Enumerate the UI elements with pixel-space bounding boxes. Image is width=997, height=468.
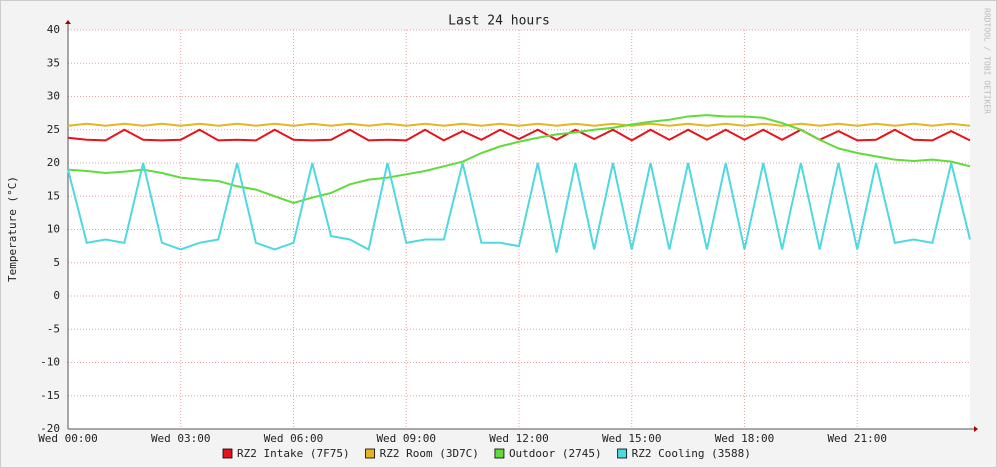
y-tick-label: 15	[47, 189, 60, 202]
y-tick-label: 40	[47, 23, 60, 36]
y-tick-label: -5	[47, 322, 60, 335]
legend-swatch	[617, 448, 628, 459]
legend-swatch	[222, 448, 233, 459]
legend-swatch	[494, 448, 505, 459]
y-axis-label: Temperature (°C)	[6, 176, 19, 282]
x-tick-label: Wed 18:00	[715, 432, 775, 445]
series-line	[67, 162, 971, 253]
y-tick-label: 10	[47, 223, 60, 236]
y-tick-label: 0	[53, 289, 60, 302]
y-tick-label: 5	[53, 256, 60, 269]
x-tick-label: Wed 12:00	[489, 432, 549, 445]
legend-label: Outdoor (2745)	[509, 447, 602, 460]
y-tick-label: -20	[40, 422, 60, 435]
y-tick-label: 30	[47, 90, 60, 103]
x-tick-label: Wed 21:00	[827, 432, 887, 445]
y-tick-label: 25	[47, 123, 60, 136]
series-line	[67, 122, 971, 127]
chart-title: Last 24 hours	[448, 14, 550, 29]
legend-label: RZ2 Intake (7F75)	[237, 447, 350, 460]
x-tick-label: Wed 09:00	[376, 432, 436, 445]
y-tick-label: -10	[40, 356, 60, 369]
legend-swatch	[365, 448, 375, 459]
legend-label: RZ2 Room (3D7C)	[380, 447, 479, 460]
watermark: RRDTOOL / TOBI OETIKER	[983, 8, 992, 114]
x-tick-label: Wed 03:00	[151, 432, 211, 445]
y-tick-label: -15	[40, 389, 60, 402]
axis-arrow	[974, 426, 978, 432]
series-line	[67, 114, 971, 204]
x-tick-label: Wed 00:00	[38, 432, 98, 445]
axis-arrow	[65, 20, 71, 24]
x-tick-label: Wed 06:00	[264, 432, 324, 445]
y-tick-label: 20	[47, 156, 60, 169]
y-tick-label: 35	[47, 56, 60, 69]
legend-label: RZ2 Cooling (3588)	[632, 447, 751, 460]
x-tick-label: Wed 15:00	[602, 432, 662, 445]
